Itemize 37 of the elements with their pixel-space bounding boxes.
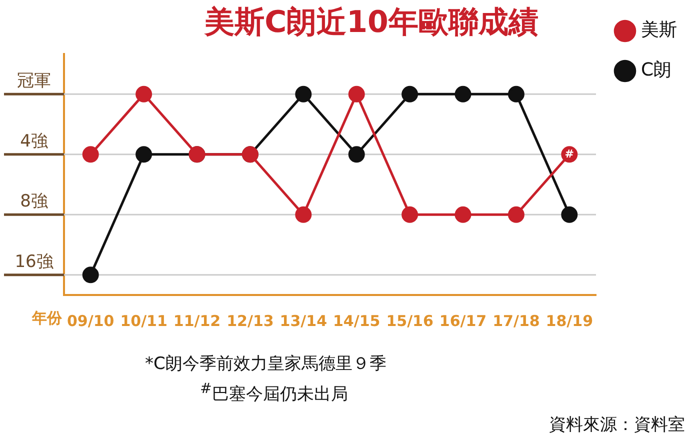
point [82,146,99,163]
x-tick-label: 16/17 [439,312,487,330]
ref-line-label: 8強 [20,192,48,212]
point [508,206,524,223]
legend-label: C朗 [641,60,672,81]
point [402,86,418,102]
chart-title: 美斯C朗近10年歐聯成績 [204,4,538,40]
point [348,86,365,102]
x-axis-title: 年份 [31,308,63,327]
x-tick-label: 18/19 [546,312,594,330]
x-tick-label: 11/12 [173,312,221,330]
point [348,146,365,163]
point [508,86,524,102]
x-tick-label: 12/13 [226,312,274,330]
x-tick-label: 14/15 [332,312,380,330]
point [136,146,152,163]
x-tick-label: 13/14 [280,312,328,330]
ref-line-label: 冠軍 [17,71,51,92]
annotation: # [564,147,574,160]
legend-label: 美斯 [641,20,677,41]
text: *C朗今季前效力皇家馬德里９季 [145,353,386,375]
point [454,206,472,223]
x-tick-label: 09/10 [66,312,114,330]
point [402,206,418,223]
point [295,86,312,102]
point [454,86,472,102]
point [136,86,152,102]
ref-line-label: 4強 [20,131,48,152]
point [295,206,312,223]
x-tick-label: 15/16 [386,312,434,330]
point [82,266,99,284]
text: $^{#}$巴塞今屆仍未出局 [200,381,348,406]
source-note: 資料來源：資料室 [549,414,685,436]
ref-line-label: 16強 [14,252,54,272]
x-tick-label: 10/11 [120,312,168,330]
x-tick-label: 17/18 [492,312,540,330]
point [561,206,578,223]
